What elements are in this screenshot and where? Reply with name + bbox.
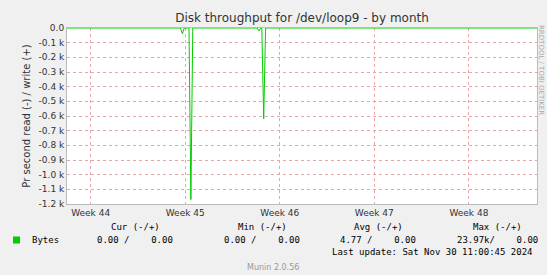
svg-text:0.00 / 0.00: 0.00 / 0.00 — [97, 235, 173, 245]
svg-text:-0.9 k: -0.9 k — [39, 155, 65, 165]
svg-text:Avg (-/+): Avg (-/+) — [354, 222, 403, 232]
svg-text:23.97k/ 0.00: 23.97k/ 0.00 — [457, 235, 538, 245]
svg-text:-1.1 k: -1.1 k — [39, 184, 65, 194]
svg-text:Max (-/+): Max (-/+) — [473, 222, 522, 232]
svg-text:-0.3 k: -0.3 k — [39, 67, 65, 77]
svg-text:-0.7 k: -0.7 k — [39, 126, 65, 136]
svg-text:-0.5 k: -0.5 k — [39, 96, 65, 106]
svg-text:Min (-/+): Min (-/+) — [238, 222, 287, 232]
svg-text:-0.6 k: -0.6 k — [39, 111, 65, 121]
svg-text:Pr second read (-) / write (+): Pr second read (-) / write (+) — [21, 44, 32, 187]
svg-text:Last update: Sat Nov 30 11:00:: Last update: Sat Nov 30 11:00:45 2024 — [332, 247, 532, 257]
svg-text:Week 44: Week 44 — [71, 208, 110, 218]
svg-text:Week 47: Week 47 — [355, 208, 394, 218]
svg-text:Munin 2.0.56: Munin 2.0.56 — [247, 263, 299, 272]
svg-text:Week 45: Week 45 — [166, 208, 205, 218]
svg-text:Disk throughput for /dev/loop9: Disk throughput for /dev/loop9 - by mont… — [175, 11, 429, 25]
svg-text:0.00 / 0.00: 0.00 / 0.00 — [224, 235, 300, 245]
svg-text:-0.4 k: -0.4 k — [39, 82, 65, 92]
svg-text:Week 46: Week 46 — [260, 208, 299, 218]
svg-text:-0.1 k: -0.1 k — [39, 38, 65, 48]
svg-text:4.77 / 0.00: 4.77 / 0.00 — [340, 235, 416, 245]
svg-text:-0.8 k: -0.8 k — [39, 140, 65, 150]
svg-text:-0.2 k: -0.2 k — [39, 52, 65, 62]
svg-text:Week 48: Week 48 — [449, 208, 488, 218]
svg-text:Cur (-/+): Cur (-/+) — [111, 222, 160, 232]
svg-text:-1.2 k: -1.2 k — [39, 199, 65, 209]
svg-text:0.0: 0.0 — [50, 23, 65, 33]
svg-text:-1.0 k: -1.0 k — [39, 170, 65, 180]
svg-text:Bytes: Bytes — [32, 235, 59, 245]
svg-text:RRDTOOL / TOBI OETIKER: RRDTOOL / TOBI OETIKER — [537, 25, 545, 115]
